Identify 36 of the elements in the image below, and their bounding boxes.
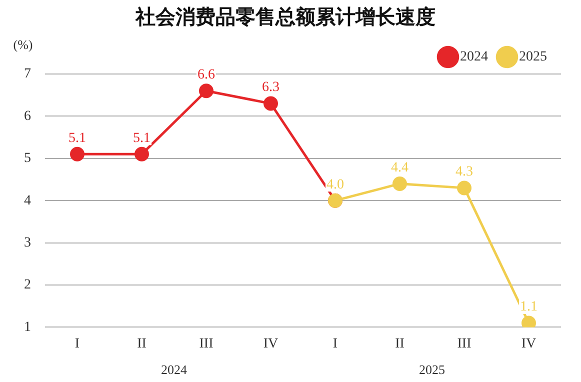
y-tick-label: 5 bbox=[24, 151, 31, 166]
data-label: 5.1 bbox=[68, 130, 86, 146]
legend-label: 2025 bbox=[519, 50, 547, 65]
x-tick-label: II bbox=[137, 336, 147, 352]
x-tick-label: IV bbox=[521, 336, 536, 352]
y-tick-label: 7 bbox=[24, 66, 31, 82]
point bbox=[134, 146, 149, 162]
y-tick-label: 1 bbox=[24, 320, 31, 335]
point bbox=[70, 146, 84, 162]
data-label: 5.1 bbox=[133, 130, 150, 146]
y-tick-label: 4 bbox=[24, 193, 31, 208]
point bbox=[522, 316, 536, 328]
text: 2025 bbox=[419, 362, 445, 377]
point bbox=[392, 176, 407, 191]
x-tick-label: I bbox=[332, 336, 338, 352]
x-tick-label: IV bbox=[263, 336, 278, 352]
legend-label: 2024 bbox=[460, 50, 488, 65]
data-label: 4.4 bbox=[391, 160, 408, 176]
point bbox=[457, 180, 472, 196]
data-label: 1.1 bbox=[520, 300, 538, 315]
data-label: 4.3 bbox=[456, 164, 473, 180]
point bbox=[264, 96, 278, 111]
x-tick-label: I bbox=[74, 336, 80, 352]
data-label: 4.0 bbox=[326, 177, 344, 192]
data-label: 6.6 bbox=[198, 68, 215, 83]
point bbox=[199, 84, 214, 98]
chart-title: 社会消费品零售总额累计增长速度 bbox=[134, 6, 436, 29]
x-tick-label: III bbox=[457, 336, 472, 352]
x-tick-label: III bbox=[199, 336, 214, 352]
y-axis-title: (%) bbox=[13, 36, 33, 52]
y-tick-label: 3 bbox=[24, 235, 31, 250]
data-label: 6.3 bbox=[262, 80, 280, 96]
y-tick-label: 6 bbox=[24, 108, 31, 124]
x-tick-label: II bbox=[395, 336, 405, 352]
text: 2024 bbox=[161, 362, 188, 377]
y-tick-label: 2 bbox=[24, 278, 31, 293]
